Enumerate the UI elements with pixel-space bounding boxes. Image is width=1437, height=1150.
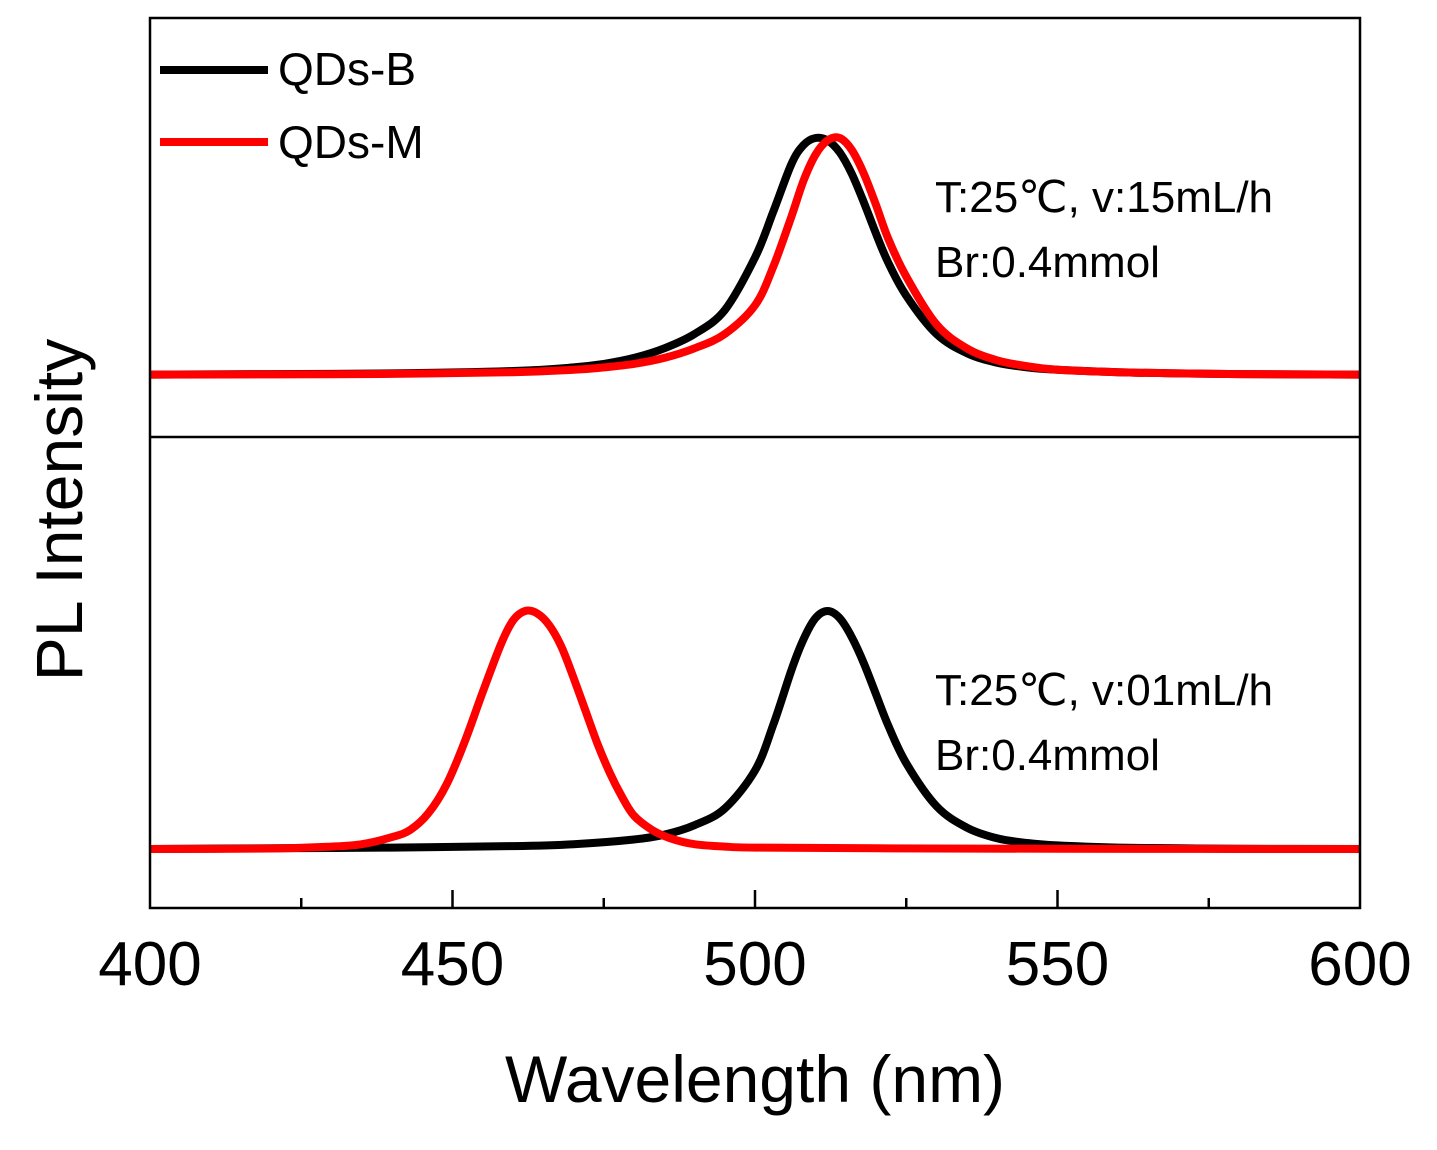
y-axis-title: PL Intensity bbox=[22, 339, 96, 681]
bottom-series-qds-b bbox=[149, 607, 1361, 853]
top-annotation-line2: Br:0.4mmol bbox=[935, 238, 1160, 287]
bottom-annotation-line2: Br:0.4mmol bbox=[935, 731, 1160, 780]
x-ticks: 400 450 500 550 600 bbox=[98, 890, 1412, 999]
series-layer bbox=[149, 133, 1361, 853]
x-tick-label-450: 450 bbox=[401, 930, 504, 999]
x-axis-title: Wavelength (nm) bbox=[505, 1042, 1005, 1116]
top-series-qds-m bbox=[149, 133, 1361, 379]
labels: Wavelength (nm) PL Intensity QDs-B QDs-M… bbox=[22, 43, 1273, 1116]
bottom-annotation-line1: T:25℃, v:01mL/h bbox=[935, 666, 1273, 715]
x-tick-label-550: 550 bbox=[1006, 930, 1109, 999]
legend-label-qds-b: QDs-B bbox=[278, 43, 416, 95]
legend-label-qds-m: QDs-M bbox=[278, 116, 424, 168]
x-tick-label-400: 400 bbox=[98, 930, 201, 999]
bottom-series-qds-m bbox=[149, 606, 1361, 853]
x-tick-label-500: 500 bbox=[703, 930, 806, 999]
x-tick-label-600: 600 bbox=[1308, 930, 1411, 999]
top-annotation-line1: T:25℃, v:15mL/h bbox=[935, 173, 1273, 222]
